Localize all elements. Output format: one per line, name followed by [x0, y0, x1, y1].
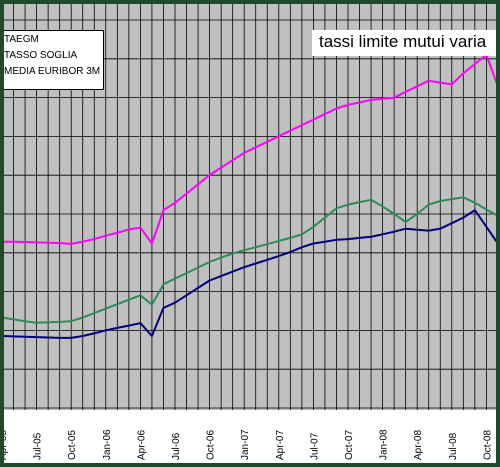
x-tick-label: Jul-08 — [448, 432, 459, 460]
x-tick-label: Jan-06 — [102, 429, 113, 460]
series-line-tasso-soglia — [1, 209, 500, 339]
x-tick-label: Jan-07 — [240, 429, 251, 460]
series-lines — [1, 53, 500, 339]
legend-entry-media-euribor: MEDIA EURIBOR 3M — [4, 66, 101, 77]
x-tick-label: Apr-05 — [0, 430, 9, 460]
x-tick-label: Apr-07 — [275, 430, 286, 460]
x-tick-label: Jan-08 — [379, 429, 390, 460]
series-line-media-euribor-3m — [1, 196, 500, 324]
x-tick-label: Oct-07 — [344, 430, 355, 460]
x-tick-label: Oct-06 — [206, 430, 217, 460]
x-tick-label: Jul-06 — [171, 432, 182, 460]
x-tick-label: Jul-07 — [309, 432, 320, 460]
legend-entry-tasso-soglia: TASSO SOGLIA — [4, 50, 78, 61]
x-tick-label: Oct-08 — [482, 430, 493, 460]
x-tick-label: Jul-05 — [33, 432, 44, 460]
x-tick-label: Oct-05 — [67, 430, 78, 460]
x-tick-label: Apr-08 — [413, 430, 424, 460]
legend: TAEGM TASSO SOGLIA MEDIA EURIBOR 3M — [0, 30, 104, 90]
series-line-taegm — [2, 53, 500, 245]
grid-lines — [0, 0, 500, 410]
x-tick-label: Apr-06 — [136, 430, 147, 460]
chart-title: tassi limite mutui varia — [312, 30, 500, 56]
legend-entry-taegm: TAEGM — [4, 34, 39, 45]
x-axis-tick-labels: Apr-05 Jul-05 Oct-05 Jan-06 Apr-06 Jul-06 Oct-… — [0, 429, 493, 460]
